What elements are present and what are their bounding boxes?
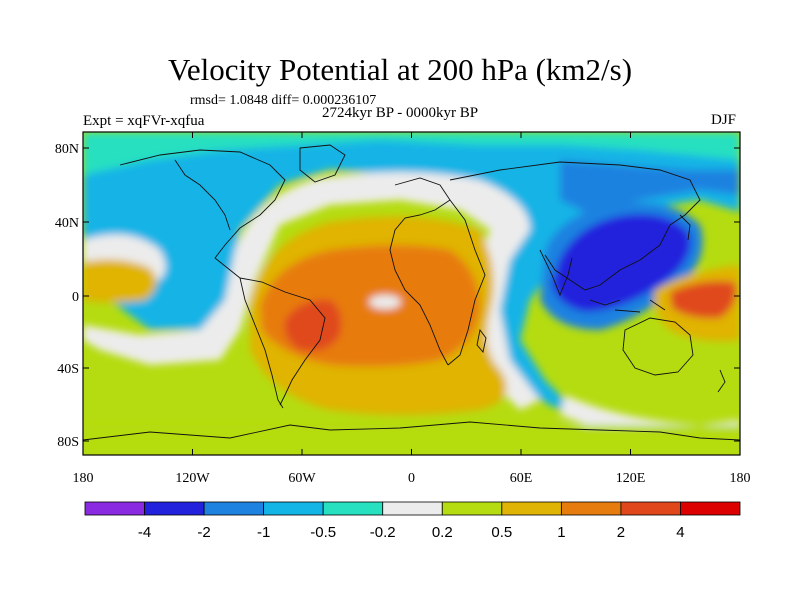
colorbar-label: -0.5	[310, 524, 336, 541]
latitude-axis: 80N 40N 0 40S 80S	[55, 142, 740, 450]
colorbar-swatch	[560, 501, 622, 516]
colorbar-swatch	[441, 501, 503, 516]
colorbar-swatch	[203, 501, 265, 516]
colorbar-label: 1	[557, 524, 565, 541]
lat-tick-label: 0	[72, 290, 79, 305]
map-title: Velocity Potential at 200 hPa (km2/s)	[167, 52, 633, 87]
lat-tick-label: 40N	[55, 216, 79, 231]
colorbar-label: 2	[617, 524, 625, 541]
colorbar-swatch	[382, 501, 443, 516]
colorbar-label: 4	[676, 524, 684, 541]
colorbar-label: 0.2	[432, 524, 453, 541]
colorbar: -4 -2 -1 -0.5 -0.2 0.2 0.5 1 2 4	[84, 501, 741, 541]
colorbar-swatch	[322, 501, 384, 516]
velocity-potential-field	[83, 132, 740, 455]
lon-tick-label: 60E	[510, 471, 533, 486]
stats-text: rmsd= 1.0848 diff= 0.000236107	[190, 93, 377, 108]
lon-tick-label: 60W	[288, 471, 316, 486]
experiment-label: Expt = xqFVr-xqfua	[83, 113, 205, 129]
lon-tick-label: 120E	[616, 471, 646, 486]
colorbar-swatch	[144, 501, 205, 516]
colorbar-label: -4	[138, 524, 151, 541]
season-label: DJF	[711, 112, 737, 128]
colorbar-swatch	[263, 501, 324, 516]
colorbar-label: -1	[257, 524, 270, 541]
colorbar-label: 0.5	[491, 524, 512, 541]
colorbar-swatch	[84, 501, 145, 516]
colorbar-label: -2	[197, 524, 210, 541]
lat-tick-label: 80S	[57, 435, 79, 450]
lon-tick-label: 180	[730, 471, 751, 486]
lon-tick-label: 120W	[175, 471, 210, 486]
longitude-axis: 180 120W 60W 0 60E 120E 180	[73, 132, 751, 486]
lat-tick-label: 80N	[55, 142, 79, 157]
lon-tick-label: 180	[73, 471, 94, 486]
colorbar-swatch	[501, 501, 562, 516]
lat-tick-label: 40S	[57, 362, 79, 377]
period-text: 2724kyr BP - 0000kyr BP	[322, 105, 479, 121]
colorbar-swatch	[620, 501, 681, 516]
colorbar-label: -0.2	[370, 524, 396, 541]
colorbar-swatch	[680, 501, 741, 516]
coastlines	[83, 144, 740, 441]
lon-tick-label: 0	[408, 471, 415, 486]
